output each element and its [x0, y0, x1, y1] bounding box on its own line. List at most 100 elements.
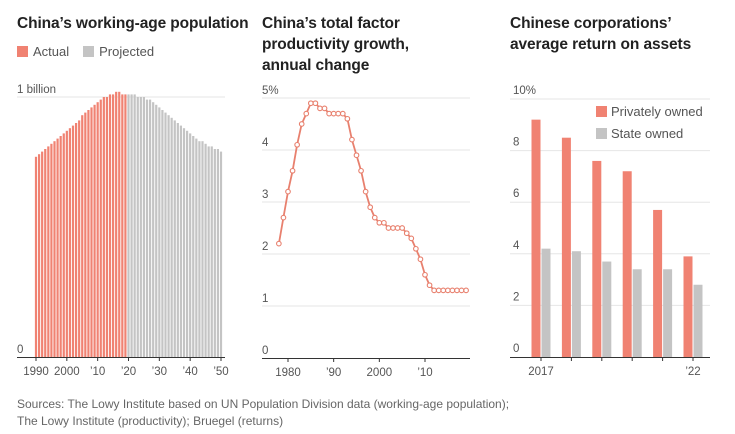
data-point	[307, 100, 314, 107]
x-tick-label: 1980	[275, 367, 301, 379]
data-point	[294, 141, 300, 148]
bar-private	[561, 137, 571, 357]
data-point	[454, 287, 460, 294]
x-tick-label: 2000	[367, 367, 393, 379]
bar	[93, 104, 96, 357]
x-tick-label: 2000	[54, 366, 80, 378]
legend-swatch	[596, 106, 607, 117]
data-point	[298, 121, 305, 127]
y-tick-label: 1 billion	[17, 84, 56, 96]
legend-label-projected: Projected	[99, 44, 155, 59]
bar-state	[571, 251, 581, 357]
data-point	[403, 230, 410, 237]
bar	[68, 128, 72, 357]
bar	[142, 97, 146, 357]
x-tick-label: ’40	[182, 366, 197, 378]
bar-private	[683, 256, 693, 357]
legend-swatch-actual	[17, 46, 28, 57]
y-tick-label: 10%	[513, 85, 536, 97]
data-point	[321, 105, 328, 112]
data-point	[353, 152, 360, 159]
data-point	[394, 225, 401, 231]
data-point	[280, 214, 287, 221]
legend-swatch	[596, 128, 607, 139]
bar	[145, 99, 149, 357]
x-tick-label: ’22	[685, 366, 700, 378]
bar	[96, 102, 99, 357]
bar	[164, 112, 167, 357]
x-tick-label: 2017	[528, 366, 554, 378]
bar-state	[632, 269, 642, 357]
data-point	[349, 136, 355, 143]
bar	[74, 123, 78, 357]
bar	[167, 115, 170, 357]
bar	[204, 143, 207, 357]
legend-item-actual: Actual	[17, 44, 69, 59]
data-point	[431, 287, 437, 294]
data-point	[339, 110, 346, 117]
data-point	[444, 287, 451, 294]
bar	[201, 141, 204, 357]
y-tick-label: 8	[513, 137, 519, 149]
bar	[71, 125, 75, 357]
bar	[158, 107, 161, 358]
bar	[198, 141, 201, 357]
bar	[87, 110, 90, 357]
bar-state	[693, 284, 703, 357]
data-point	[435, 287, 442, 294]
data-point	[371, 214, 378, 221]
bar	[47, 146, 50, 357]
bar	[41, 151, 44, 357]
legend-item-projected: Projected	[83, 44, 154, 59]
bar	[99, 99, 102, 357]
x-tick-label: ’30	[152, 366, 167, 378]
bar	[161, 110, 164, 357]
bar-private	[592, 160, 602, 357]
bar-private	[622, 171, 632, 357]
bar	[182, 128, 186, 357]
bar	[136, 97, 139, 357]
data-point	[276, 240, 282, 247]
data-point	[362, 188, 369, 195]
bar	[155, 104, 158, 357]
bar	[127, 94, 130, 358]
y-tick-label: 4	[513, 240, 520, 252]
bar-private	[531, 119, 541, 357]
data-point	[408, 235, 415, 242]
y-tick-label: 0	[513, 343, 519, 355]
bar	[192, 136, 195, 357]
chart2-tfp: 0 1 2 3 4 5% 1980 ’90 2000 ’10	[262, 85, 470, 379]
legend-label: Privately owned	[611, 104, 703, 119]
bar-state	[541, 248, 551, 357]
chart2-title: China’s total factor productivity growth…	[262, 15, 409, 74]
x-tick-label: 1990	[23, 366, 49, 378]
data-point	[458, 287, 465, 294]
bar	[195, 138, 198, 357]
bar	[210, 146, 213, 357]
data-point	[426, 282, 433, 289]
chart1-legend: Actual Projected	[17, 44, 168, 59]
y-tick-label: 2	[262, 241, 268, 253]
bar-private	[653, 209, 663, 357]
bar	[173, 120, 176, 358]
bar	[108, 94, 112, 358]
data-point	[289, 167, 296, 174]
bar	[81, 115, 84, 357]
chart1-title: China’s working-age population	[17, 15, 249, 32]
bar	[62, 133, 65, 357]
data-point	[413, 245, 419, 252]
bar	[59, 136, 62, 357]
bar	[152, 102, 155, 357]
y-tick-label: 5%	[262, 85, 279, 97]
y-tick-label: 2	[513, 291, 519, 303]
data-point	[317, 105, 323, 112]
data-point	[326, 110, 332, 117]
bar	[189, 133, 192, 357]
bar	[34, 156, 38, 357]
y-tick-label: 3	[262, 189, 268, 201]
bar	[111, 94, 115, 358]
data-point	[417, 256, 424, 263]
tfp-line	[278, 102, 467, 292]
bar	[139, 97, 142, 357]
bar	[213, 149, 216, 357]
